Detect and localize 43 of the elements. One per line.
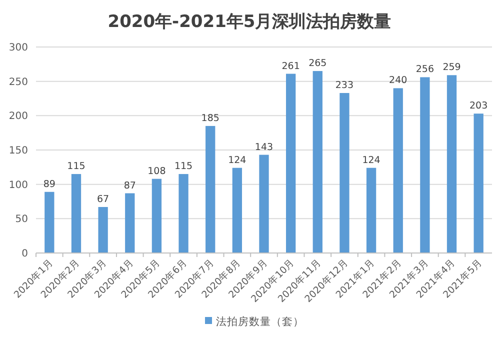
bar [232, 168, 242, 253]
bar [340, 93, 350, 253]
bar [125, 193, 135, 253]
bar [71, 174, 82, 253]
data-label: 87 [124, 180, 136, 192]
y-tick-label: 200 [8, 111, 28, 122]
legend-label: 法拍房数量（套） [216, 315, 304, 328]
bar [44, 192, 54, 253]
bar [312, 71, 322, 253]
data-label: 259 [442, 62, 461, 74]
y-tick-label: 0 [22, 248, 28, 260]
data-label: 115 [174, 161, 193, 172]
bar [366, 168, 376, 253]
data-label: 203 [470, 100, 488, 112]
data-label: 233 [335, 80, 354, 92]
data-label: 124 [228, 154, 246, 166]
data-label: 67 [97, 194, 110, 205]
bar [152, 178, 162, 253]
y-tick-label: 250 [8, 76, 28, 88]
y-tick-label: 150 [8, 146, 28, 156]
data-label: 143 [254, 142, 274, 153]
bar [98, 206, 108, 253]
data-label: 240 [389, 75, 408, 86]
y-tick-label: 300 [8, 42, 28, 54]
data-label: 265 [308, 58, 327, 70]
chart-title: 2020年-2021年5月深圳法拍房数量 [108, 12, 392, 32]
data-label: 124 [362, 154, 380, 166]
data-label: 185 [201, 112, 220, 124]
bar [259, 154, 269, 253]
data-label: 89 [43, 178, 56, 190]
bar [393, 88, 403, 253]
data-label: 115 [67, 161, 86, 172]
y-tick-label: 50 [15, 214, 28, 226]
y-tick-label: 100 [8, 180, 28, 191]
bar [178, 174, 188, 253]
data-label: 261 [282, 60, 300, 72]
bar [420, 77, 430, 253]
bar [206, 126, 216, 253]
bar [286, 74, 296, 253]
bar [446, 75, 457, 253]
data-label: 108 [148, 166, 166, 177]
data-label: 256 [416, 64, 434, 76]
bar [474, 114, 484, 253]
